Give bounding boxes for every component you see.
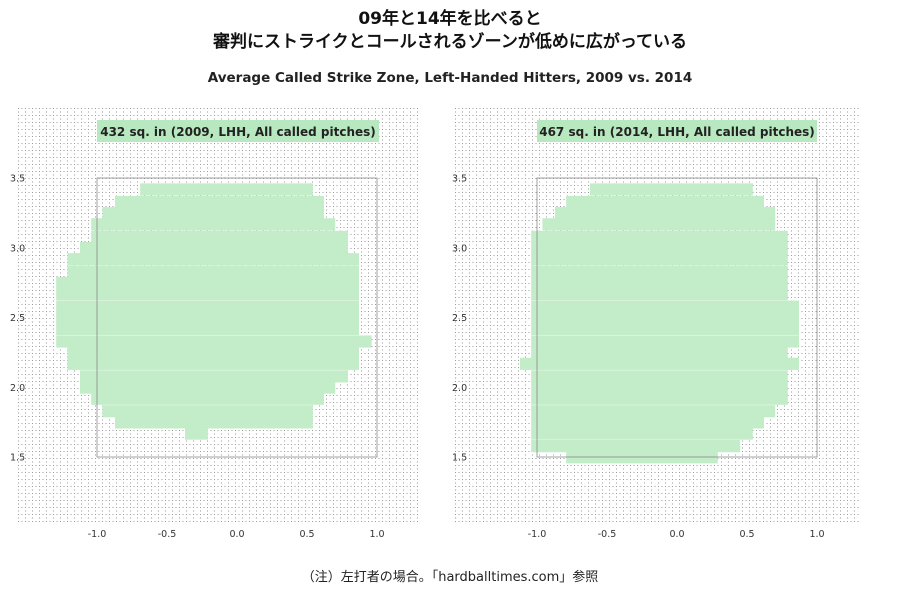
zone-row	[531, 370, 788, 383]
x-tick-label: 0.5	[299, 529, 314, 540]
x-tick-label: -0.5	[158, 529, 177, 540]
zone-row	[531, 427, 753, 440]
panel-label: 467 sq. in (2014, LHH, All called pitche…	[539, 125, 815, 139]
zone-row	[531, 265, 788, 278]
zone-row	[531, 241, 788, 255]
zone-row	[531, 440, 741, 453]
x-tick-label: 0.0	[229, 529, 244, 540]
panel-label: 432 sq. in (2009, LHH, All called pitche…	[100, 125, 376, 139]
zone-row	[184, 427, 208, 440]
x-tick-label: 1.0	[809, 529, 824, 540]
zone-row	[589, 183, 753, 196]
zone-row	[79, 381, 336, 394]
zone-row	[79, 241, 348, 255]
zone-row	[531, 276, 788, 290]
zone-row	[531, 253, 788, 266]
zone-row	[79, 370, 348, 383]
zone-row	[566, 195, 765, 209]
zone-row	[56, 276, 360, 290]
x-tick-label: -1.0	[88, 529, 107, 540]
zone-row	[554, 207, 776, 220]
panel-2009: 432 sq. in (2009, LHH, All called pitche…	[10, 108, 418, 540]
footnote: （注）左打者の場合。「hardballtimes.com」参照	[0, 566, 900, 585]
zone-row	[67, 253, 360, 266]
zone-row	[56, 287, 360, 301]
zone-row	[140, 183, 313, 196]
zone-row	[67, 265, 360, 278]
zone-row	[67, 357, 360, 370]
panel-label-bg	[97, 120, 379, 142]
zone-row	[114, 195, 325, 209]
zone-row	[531, 405, 776, 418]
zone-row	[531, 416, 765, 429]
chart-title: 09年と14年を比べると 審判にストライクとコールされるゾーンが低めに広がってい…	[0, 8, 900, 54]
zone-row	[114, 416, 313, 429]
zone-row	[67, 346, 360, 359]
zone-row	[91, 218, 336, 231]
zone-row	[531, 346, 788, 359]
zone-row	[91, 392, 325, 405]
zone-row	[56, 311, 360, 324]
panel-label-bg	[537, 120, 817, 142]
zone-row	[56, 300, 360, 313]
zone-row	[56, 335, 372, 348]
y-tick-label: 2.0	[10, 383, 25, 394]
y-tick-label: 3.5	[10, 174, 25, 185]
x-tick-label: -0.5	[598, 529, 617, 540]
rulebook-strike-box	[536, 177, 818, 458]
zone-row	[531, 287, 788, 301]
x-tick-label: 0.5	[739, 529, 754, 540]
zone-row	[542, 218, 776, 231]
x-tick-label: 1.0	[369, 529, 384, 540]
y-tick-label: 1.5	[10, 453, 25, 464]
zone-row	[102, 207, 325, 220]
zone-row	[531, 392, 788, 405]
rulebook-strike-box	[96, 177, 378, 458]
zone-row	[102, 405, 313, 418]
zone-row	[519, 357, 800, 370]
zone-row	[531, 322, 800, 336]
zone-row	[531, 230, 788, 243]
x-tick-label: -1.0	[528, 529, 547, 540]
title-line-1: 09年と14年を比べると	[0, 8, 900, 31]
chart-subtitle: Average Called Strike Zone, Left-Handed …	[0, 70, 900, 86]
zone-row	[531, 381, 788, 394]
zone-row	[531, 311, 800, 324]
panel-2014: 467 sq. in (2014, LHH, All called pitche…	[452, 108, 859, 540]
y-tick-label: 2.0	[452, 383, 467, 394]
zone-row	[56, 322, 360, 336]
title-line-2: 審判にストライクとコールされるゾーンが低めに広がっている	[0, 31, 900, 54]
zone-row	[91, 230, 348, 243]
y-tick-label: 2.5	[10, 313, 25, 324]
y-tick-label: 3.5	[452, 174, 467, 185]
x-tick-label: 0.0	[669, 529, 684, 540]
y-tick-label: 3.0	[452, 243, 467, 254]
y-tick-label: 3.0	[10, 243, 25, 254]
zone-row	[531, 300, 800, 313]
y-tick-label: 1.5	[452, 453, 467, 464]
zone-row	[531, 335, 800, 348]
y-tick-label: 2.5	[452, 313, 467, 324]
